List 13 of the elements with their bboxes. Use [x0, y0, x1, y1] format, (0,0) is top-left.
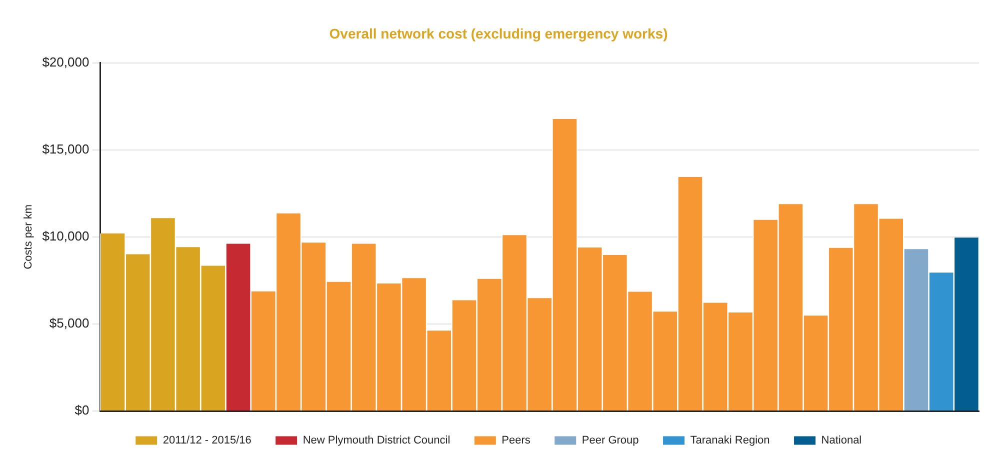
legend-label: 2011/12 - 2015/16: [162, 434, 252, 447]
y-tick-label: $5,000: [49, 316, 90, 331]
legend-label: National: [821, 434, 862, 447]
y-tick-label: $10,000: [42, 228, 90, 244]
legend-label: Peers: [502, 434, 531, 447]
y-tick-label: $20,000: [42, 54, 90, 70]
y-axis-title: Costs per km: [22, 204, 35, 270]
legend-label: Peer Group: [582, 434, 639, 447]
y-tick-label: $15,000: [42, 141, 90, 156]
legend-label: Taranaki Region: [690, 434, 770, 447]
legend-label: New Plymouth District Council: [302, 434, 450, 447]
chart-title: Overall network cost (excluding emergency works): [329, 25, 668, 42]
y-tick-label: $0: [74, 402, 90, 418]
